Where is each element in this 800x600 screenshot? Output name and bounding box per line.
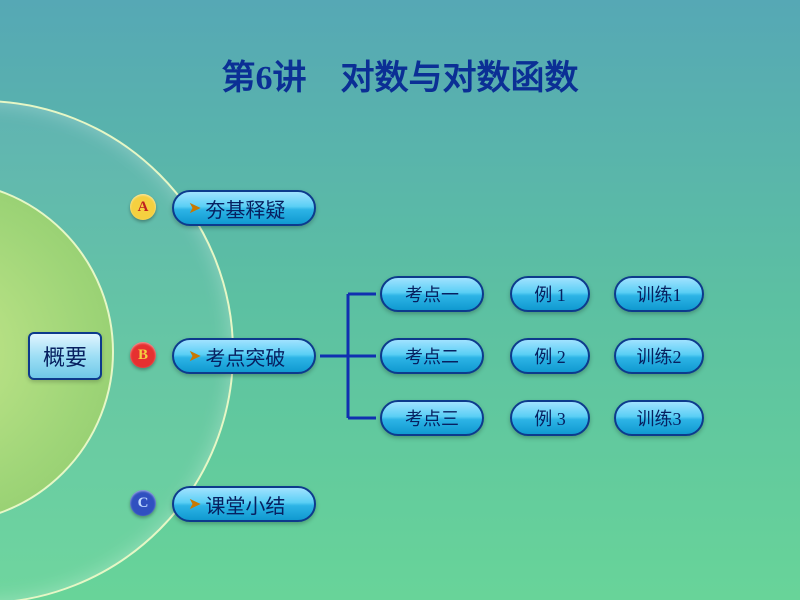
example-2-pill[interactable]: 例 2 <box>510 338 590 374</box>
section-c-label: 课堂小结 <box>205 490 285 519</box>
section-a-label: 夯基释疑 <box>205 194 285 223</box>
example-1-pill[interactable]: 例 1 <box>510 276 590 312</box>
example-3-pill[interactable]: 例 3 <box>510 400 590 436</box>
section-c-pill[interactable]: 课堂小结 <box>172 486 316 522</box>
train-3-pill[interactable]: 训练3 <box>614 400 704 436</box>
point-3-pill[interactable]: 考点三 <box>380 400 484 436</box>
train-1-pill[interactable]: 训练1 <box>614 276 704 312</box>
section-b-pill[interactable]: 考点突破 <box>172 338 316 374</box>
overview-box[interactable]: 概要 <box>28 332 102 380</box>
train-2-pill[interactable]: 训练2 <box>614 338 704 374</box>
letter-b-icon: B <box>130 342 156 368</box>
section-b-label: 考点突破 <box>205 342 285 371</box>
section-a-pill[interactable]: 夯基释疑 <box>172 190 316 226</box>
page-title: 第6讲 对数与对数函数 <box>0 50 800 99</box>
letter-c-icon: C <box>130 490 156 516</box>
point-2-pill[interactable]: 考点二 <box>380 338 484 374</box>
letter-a-icon: A <box>130 194 156 220</box>
point-1-pill[interactable]: 考点一 <box>380 276 484 312</box>
